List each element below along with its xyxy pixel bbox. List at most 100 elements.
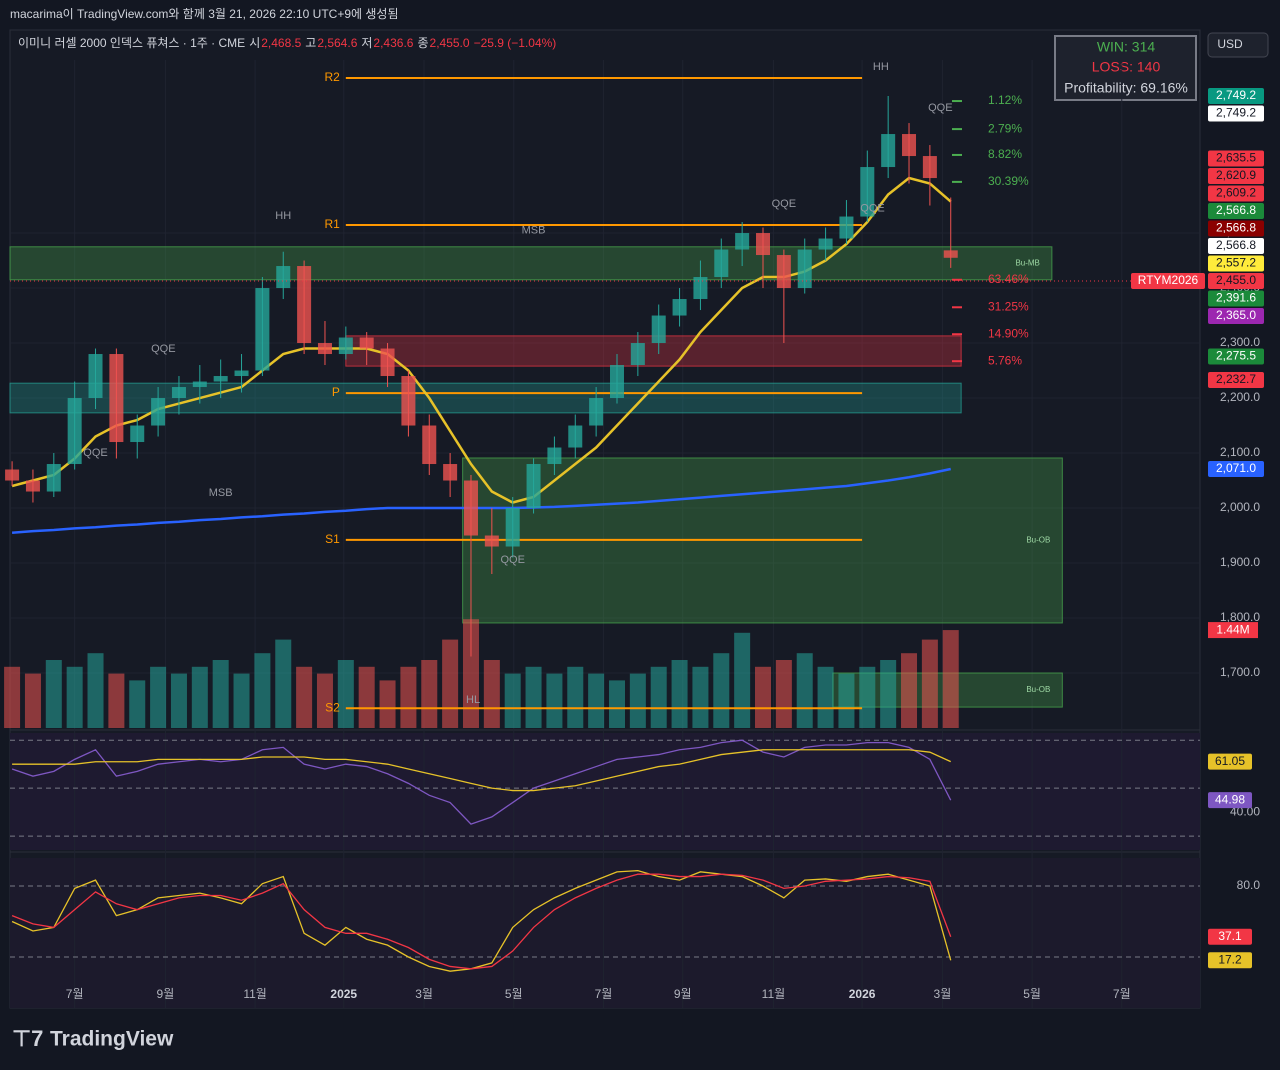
volume-bar [692, 666, 709, 728]
annotation: HH [275, 210, 291, 222]
candle-body [943, 250, 958, 258]
price-tag [1208, 372, 1264, 389]
currency-button[interactable] [1207, 32, 1269, 58]
value-tag [1208, 792, 1252, 809]
header-text: 시 [249, 36, 260, 50]
fib-label: 2.79% [988, 121, 1022, 135]
zone-label: Bu-OB [1026, 536, 1050, 545]
stats-loss: LOSS: 140 [1092, 59, 1161, 75]
candle-body [317, 343, 332, 355]
fib-label: 1.12% [988, 93, 1022, 107]
price-tag-label: 2,566.8 [1216, 238, 1256, 252]
value-tag-label: 37.1 [1218, 929, 1242, 943]
volume-bar [942, 630, 959, 728]
price-tag [1208, 220, 1264, 237]
volume-bar [316, 673, 333, 728]
candle-body [505, 508, 520, 547]
price-tag-label: 2,566.8 [1216, 203, 1256, 217]
volume-bar [525, 666, 542, 728]
brand: TradingView [50, 1028, 174, 1051]
candle-body [380, 348, 395, 377]
y-tick-label: 2,000.0 [1220, 500, 1260, 514]
fib-label: 5.76% [988, 353, 1022, 367]
x-tick-label: 9월 [157, 987, 175, 1001]
candle-body [651, 315, 666, 344]
price-tag-label: 2,365.0 [1216, 308, 1256, 322]
ma-line [11, 467, 951, 535]
candle-body [213, 376, 228, 382]
header-text: 2,468.5 [261, 36, 301, 50]
volume-bar [483, 660, 500, 728]
x-tick-label: 11월 [243, 987, 267, 1001]
pivot-label: P [332, 385, 340, 399]
y-tick-label: 80.0 [1237, 878, 1261, 892]
pivot-label: R1 [324, 217, 340, 231]
indicator-line [12, 749, 952, 792]
volume-bar [150, 666, 167, 728]
header-text: 2,455.0 [430, 36, 470, 50]
volume-bar [4, 666, 21, 728]
volume-bar [796, 653, 813, 728]
value-tag-label: 61.05 [1215, 754, 1245, 768]
fib-label: 63.46% [988, 272, 1029, 286]
y-tick-label: 1,900.0 [1220, 555, 1260, 569]
stats-win: WIN: 314 [1097, 39, 1156, 55]
candle-body [338, 337, 353, 355]
volume-bar [129, 680, 146, 728]
annotation: MSB [209, 487, 233, 499]
header-text: 고 [305, 36, 316, 50]
zone [9, 382, 962, 414]
x-tick-label: 2025 [330, 987, 357, 1001]
y-tick-label: 1,800.0 [1220, 610, 1260, 624]
volume-bar [588, 673, 605, 728]
annotation: QQE [772, 198, 796, 210]
zone [345, 335, 962, 367]
price-tag [1208, 150, 1264, 167]
y-tick-label: 2,200.0 [1220, 390, 1260, 404]
value-tag-label: 17.2 [1218, 952, 1242, 966]
candle-body [693, 277, 708, 300]
price-tag-label: 2,232.7 [1216, 372, 1256, 386]
volume-bar [170, 673, 187, 728]
volume-bar [212, 660, 229, 728]
candle-body [297, 266, 312, 344]
candle-body [359, 337, 374, 349]
candle-body [46, 464, 61, 492]
x-tick-label: 3월 [934, 987, 952, 1001]
stats-profit: Profitability: 69.16% [1064, 80, 1188, 96]
pivot-label: R2 [324, 70, 340, 84]
volume-bar [66, 666, 83, 728]
price-tag-label: 2,557.2 [1216, 256, 1256, 270]
candle-body [234, 370, 249, 377]
price-tag [1208, 308, 1264, 325]
candle-body [630, 343, 645, 366]
candle-body [255, 288, 270, 371]
candle-body [839, 216, 854, 239]
x-tick-label: 2026 [849, 987, 876, 1001]
volume-bar [462, 619, 479, 728]
symbol-tag [1131, 273, 1205, 290]
price-tag [1208, 273, 1264, 290]
header-text: 이미니 러셀 2000 인덱스 퓨쳐스 · 1주 · CME [18, 36, 245, 50]
candle-body [526, 464, 541, 509]
volume-bar [671, 660, 688, 728]
price-tag [1208, 238, 1264, 255]
volume-bar [87, 653, 104, 728]
stats-box [1054, 35, 1197, 101]
candle-body [797, 249, 812, 289]
candle-body [109, 354, 124, 443]
pivot-label: S1 [325, 532, 340, 546]
x-tick-label: 7월 [595, 987, 613, 1001]
candle-body [756, 233, 771, 256]
candle-body [735, 233, 750, 250]
candle-body [714, 249, 729, 278]
price-tag [1208, 348, 1264, 365]
volume-bar [504, 673, 521, 728]
logo-mark: ⊤7 [12, 1026, 43, 1051]
volume-tag-label: 1.44M [1216, 622, 1249, 636]
annotation: QQE [151, 343, 175, 355]
candle-body [818, 238, 833, 250]
currency[interactable]: USD [1217, 37, 1243, 51]
